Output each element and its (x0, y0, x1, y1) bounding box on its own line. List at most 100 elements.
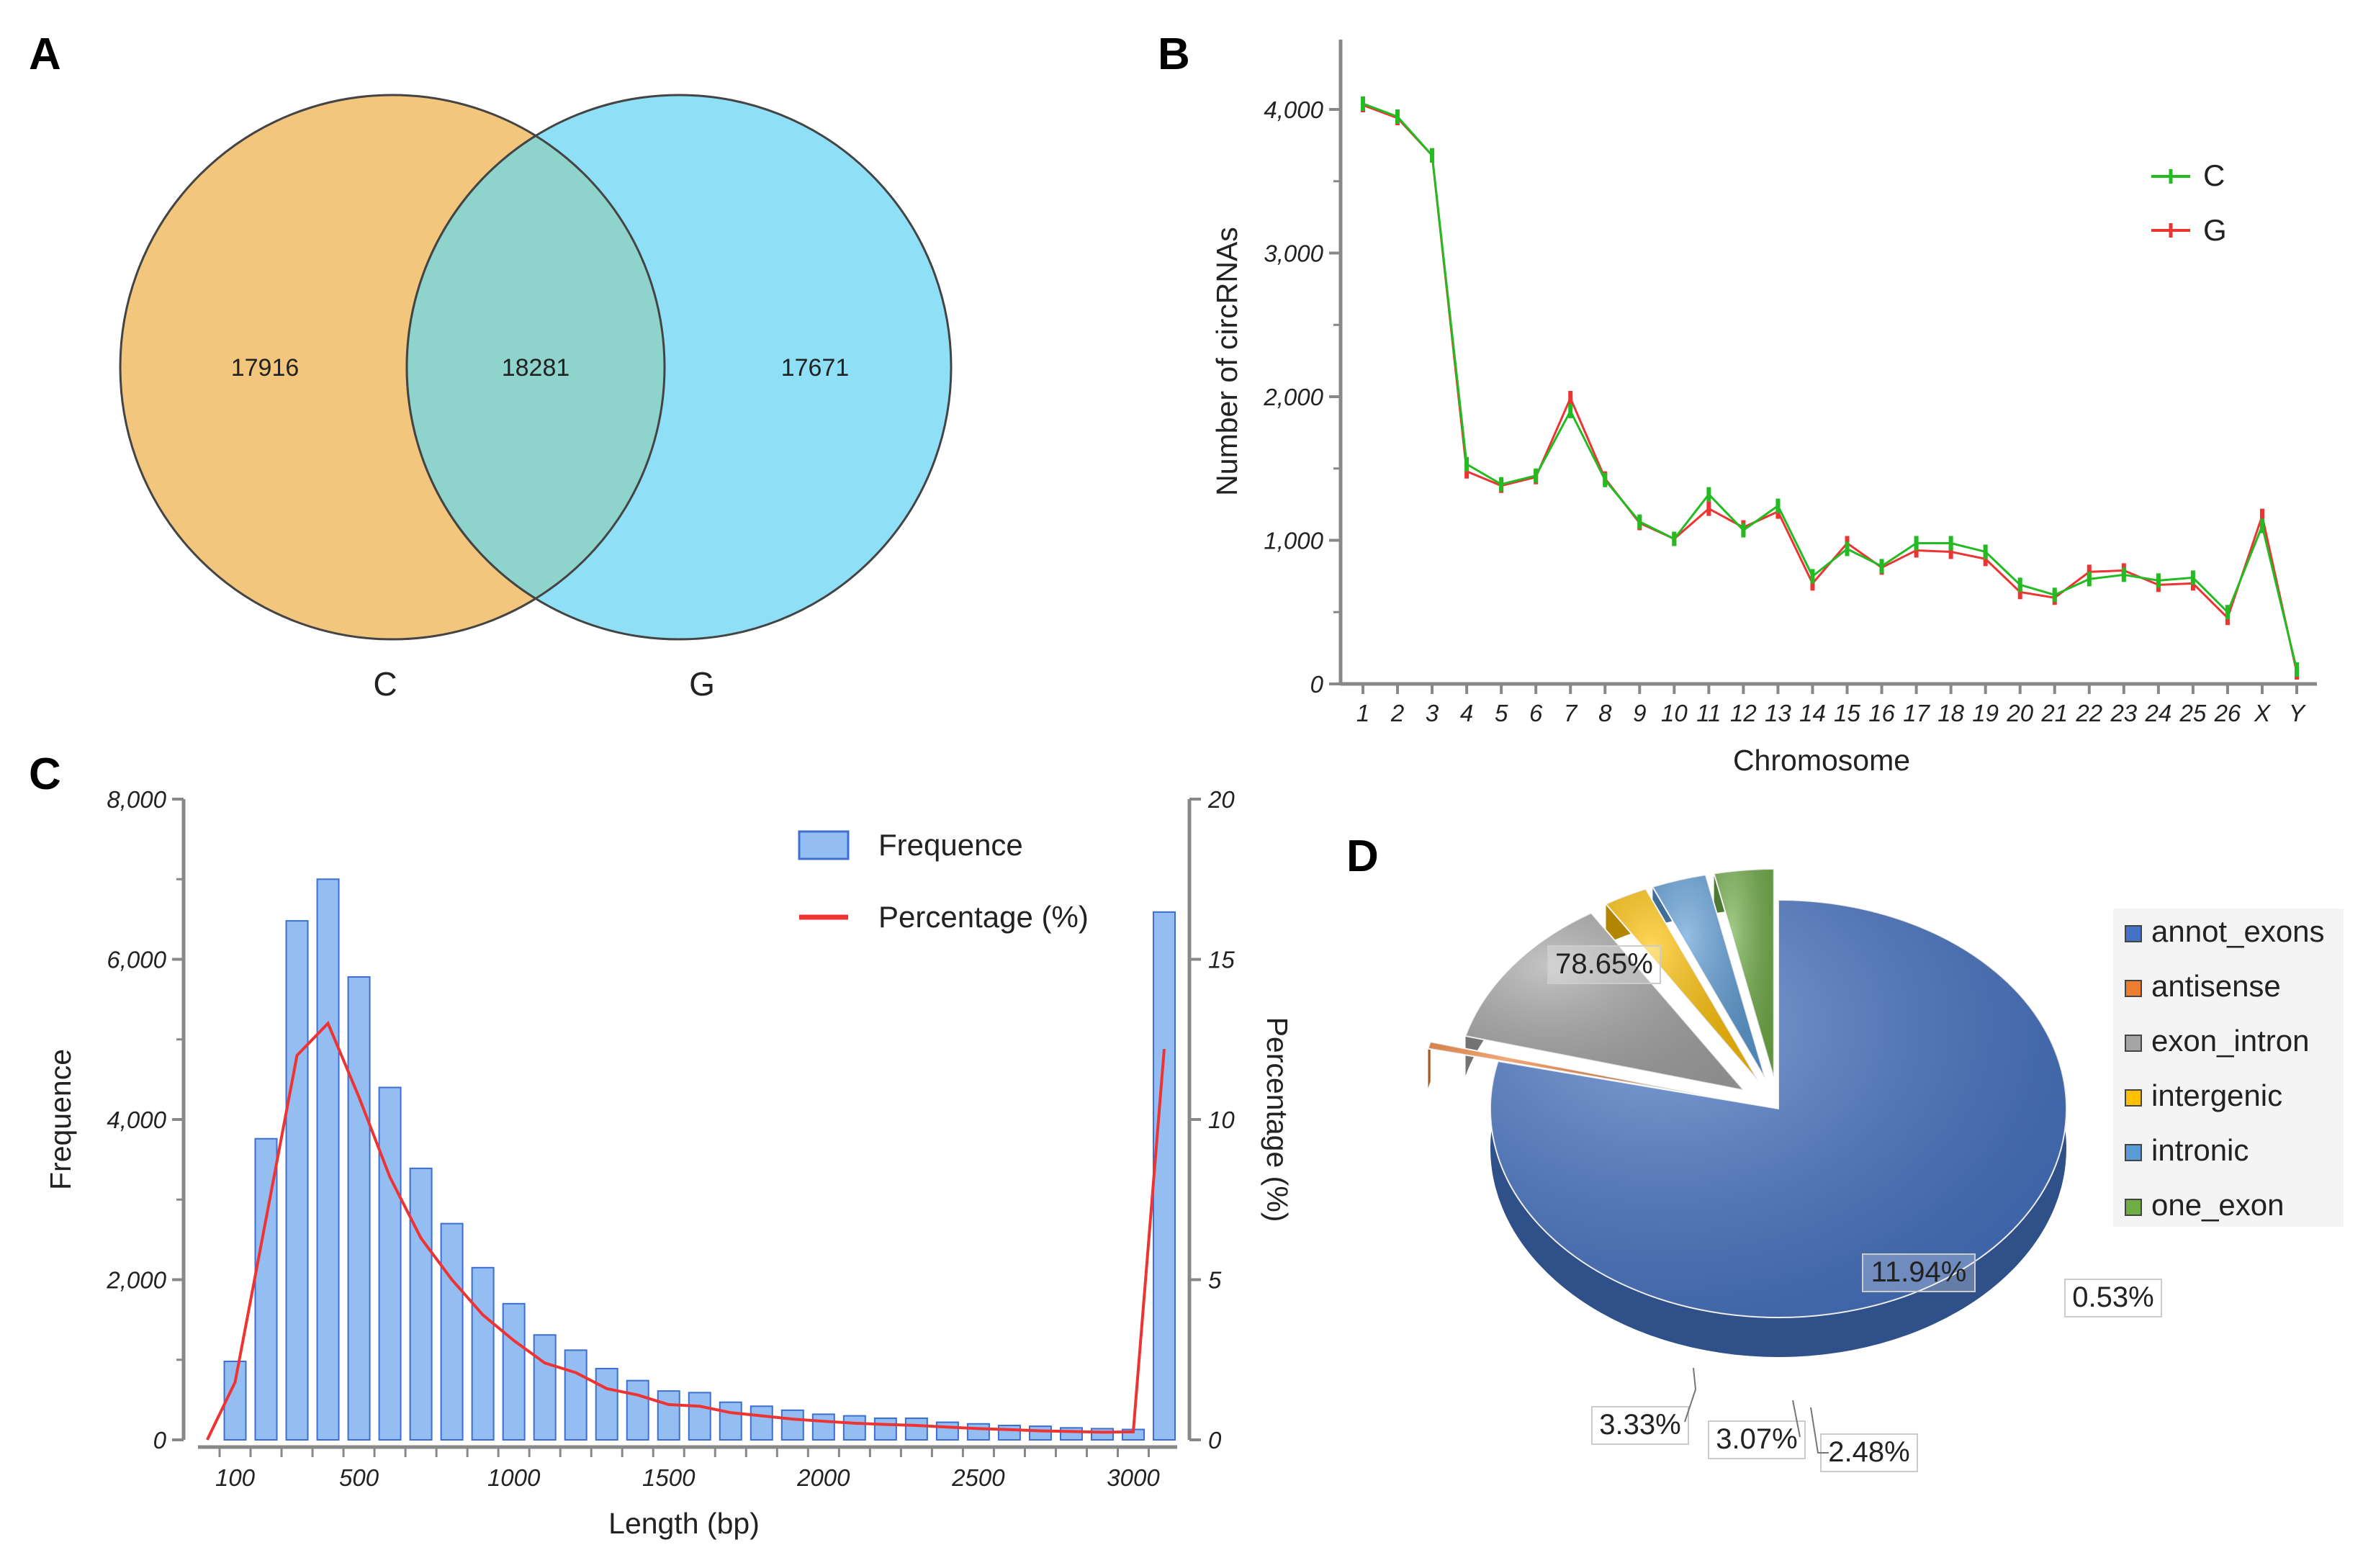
panel-label-d: D (1346, 832, 1379, 881)
pie-value-intergenic: 2.48% (1828, 1436, 1909, 1468)
line-x-tick-label: 13 (1765, 700, 1791, 726)
pie-value-antisense: 0.53% (2072, 1281, 2153, 1313)
pie-legend-swatch-annot_exons (2125, 925, 2142, 942)
line-y-tick-label: 1,000 (1264, 528, 1323, 554)
bar-x-tick-label: 3000 (1107, 1464, 1160, 1491)
pie-slice-shade (1428, 1042, 1709, 1096)
line-x-tick-label: 19 (1972, 700, 1999, 726)
histogram-bar (842, 1415, 866, 1441)
line-series-C (1362, 102, 2298, 670)
line-x-tick-label: 10 (1661, 700, 1688, 726)
pie-slice-shade (1465, 913, 1744, 1091)
line-chart-x-title: Chromosome (1733, 744, 1910, 777)
pie-slice-shade (1606, 888, 1759, 1081)
line-x-tick-label: 6 (1529, 700, 1543, 726)
line-chart-series (1361, 96, 2299, 680)
line-x-tick-label: 5 (1495, 700, 1508, 726)
legend-c-label: C (2203, 158, 2225, 192)
bar-y2-tick-label: 20 (1207, 786, 1235, 813)
bar-y-tick-label: 8,000 (107, 786, 166, 813)
histogram-bar (811, 1413, 835, 1441)
histogram-bar (780, 1409, 804, 1441)
line-y-tick-label: 4,000 (1264, 96, 1323, 123)
histogram-bar (904, 1417, 928, 1441)
histogram-bar (409, 1167, 433, 1441)
histogram-bar (719, 1401, 742, 1441)
legend-frequence-swatch (798, 830, 850, 860)
line-x-tick-label: 4 (1460, 700, 1473, 726)
histogram-bar (1153, 911, 1176, 1441)
line-x-tick-label: 20 (2006, 700, 2033, 726)
histogram-bar (1059, 1427, 1083, 1441)
pie-chart (1427, 868, 2067, 1357)
panel-label-c: C (29, 749, 61, 799)
panel-label-b: B (1158, 30, 1190, 79)
pie-value-intronic: 3.07% (1716, 1423, 1797, 1455)
histogram-bar (750, 1405, 773, 1441)
line-chart-y-title: Number of circRNAs (1210, 227, 1243, 496)
line-x-tick-label: 12 (1730, 700, 1757, 726)
line-x-tick-label: 9 (1633, 700, 1646, 726)
histogram-bar (997, 1424, 1021, 1441)
bar-y2-tick-label: 0 (1208, 1427, 1222, 1454)
bar-chart-bars (223, 878, 1176, 1441)
line-y-tick-label: 0 (1310, 671, 1324, 698)
pie-value-labels: 78.65% 0.53% 11.94% 2.48% 3.07% 3.33% (1547, 945, 2162, 1472)
bar-x-tick-label: 500 (339, 1464, 379, 1491)
pie-leader-line (1684, 1367, 1697, 1423)
pie-legend-background (2113, 909, 2344, 1227)
panel-a: A 17916 18281 17671 C G (29, 30, 953, 703)
line-x-tick-label: 22 (2075, 700, 2102, 726)
venn-overlap-count: 18281 (502, 354, 570, 382)
pie-legend-swatch-intronic (2125, 1144, 2142, 1161)
histogram-bar (966, 1423, 990, 1441)
line-x-tick-label: 1 (1356, 700, 1369, 726)
line-x-tick-label: 25 (2179, 700, 2207, 726)
pie-legend-label-antisense: antisense (2151, 969, 2281, 1003)
line-x-tick-label: 3 (1426, 700, 1439, 726)
bar-y2-tick-label: 10 (1208, 1107, 1235, 1133)
line-x-tick-label: 15 (1834, 700, 1860, 726)
histogram-bar (595, 1367, 618, 1441)
legend-g-label: G (2203, 213, 2227, 247)
line-chart-legend: C G (2151, 158, 2227, 247)
line-x-tick-label: 11 (1696, 700, 1721, 726)
legend-frequence-label: Frequence (878, 828, 1023, 862)
legend-percentage-label: Percentage (%) (878, 900, 1089, 934)
pie-value-box (1591, 1406, 1689, 1445)
line-x-tick-label: 18 (1937, 700, 1964, 726)
histogram-bar (1090, 1428, 1114, 1441)
venn-label-c: C (373, 665, 397, 703)
line-x-tick-label: 24 (2144, 700, 2171, 726)
histogram-bar (378, 1086, 402, 1441)
bar-y-tick-label: 6,000 (107, 947, 166, 973)
bar-x-tick-label: 1500 (642, 1464, 696, 1491)
bar-y2-tick-label: 15 (1208, 947, 1235, 973)
venn-overlap (405, 134, 666, 600)
pie-legend-label-one_exon: one_exon (2151, 1188, 2285, 1222)
line-x-tick-label: 7 (1564, 700, 1578, 726)
panel-d: D 78.65% 0.53% 11.94% 2.48% 3.07% 3.33% annot… (1346, 832, 2344, 1472)
histogram-bar (657, 1390, 680, 1441)
bar-y2-tick-label: 5 (1208, 1267, 1222, 1294)
pie-leader-line (1792, 1400, 1801, 1438)
histogram-bar (254, 1137, 278, 1441)
histogram-bar (935, 1421, 959, 1441)
pie-slice-shade (1652, 875, 1765, 1079)
line-x-tick-label: 26 (2214, 700, 2241, 726)
pie-value-box (1708, 1420, 1806, 1459)
pie-leader-line (1810, 1407, 1829, 1454)
bar-chart-x-title: Length (bp) (608, 1507, 760, 1540)
pie-legend-label-intronic: intronic (2151, 1133, 2249, 1167)
histogram-bar (223, 1360, 247, 1441)
bar-x-tick-label: 100 (215, 1464, 256, 1491)
bar-y-tick-label: 0 (153, 1427, 167, 1454)
pie-legend: annot_exons antisense exon_intron intergeni… (2113, 909, 2344, 1227)
line-x-tick-label: Y (2289, 700, 2306, 726)
histogram-bar (440, 1222, 464, 1441)
line-x-tick-label: 23 (2110, 700, 2137, 726)
histogram-bar (533, 1334, 557, 1441)
